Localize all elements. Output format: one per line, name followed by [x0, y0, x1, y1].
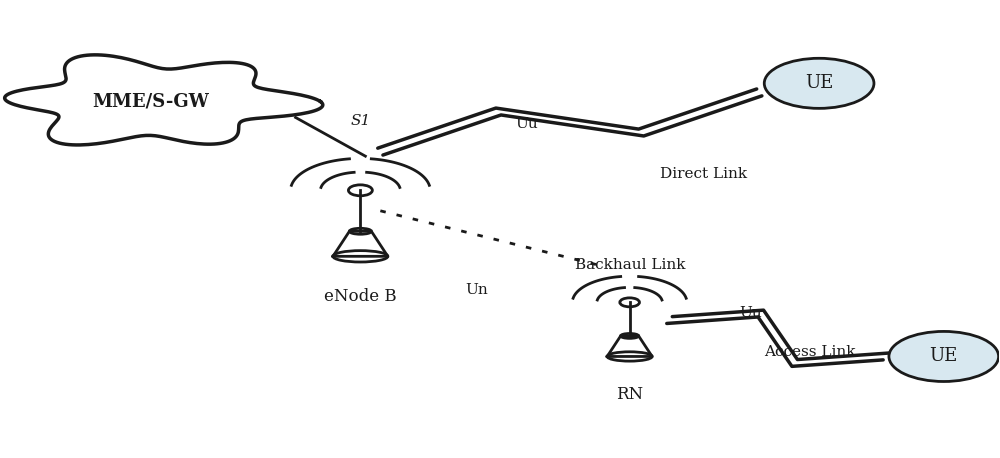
- Text: RN: RN: [616, 386, 643, 403]
- Text: Access Link: Access Link: [764, 345, 856, 359]
- Text: UE: UE: [930, 348, 958, 365]
- Text: Un: Un: [465, 284, 488, 297]
- Text: S1: S1: [350, 114, 371, 128]
- Text: Direct Link: Direct Link: [660, 167, 747, 181]
- Text: Uu: Uu: [515, 117, 538, 131]
- Text: UE: UE: [805, 74, 833, 93]
- Text: eNode B: eNode B: [324, 288, 397, 305]
- Circle shape: [764, 58, 874, 109]
- Text: MME/S-GW: MME/S-GW: [93, 93, 209, 110]
- Text: Uu: Uu: [739, 306, 762, 320]
- Circle shape: [889, 332, 999, 382]
- Text: Backhaul Link: Backhaul Link: [575, 258, 685, 273]
